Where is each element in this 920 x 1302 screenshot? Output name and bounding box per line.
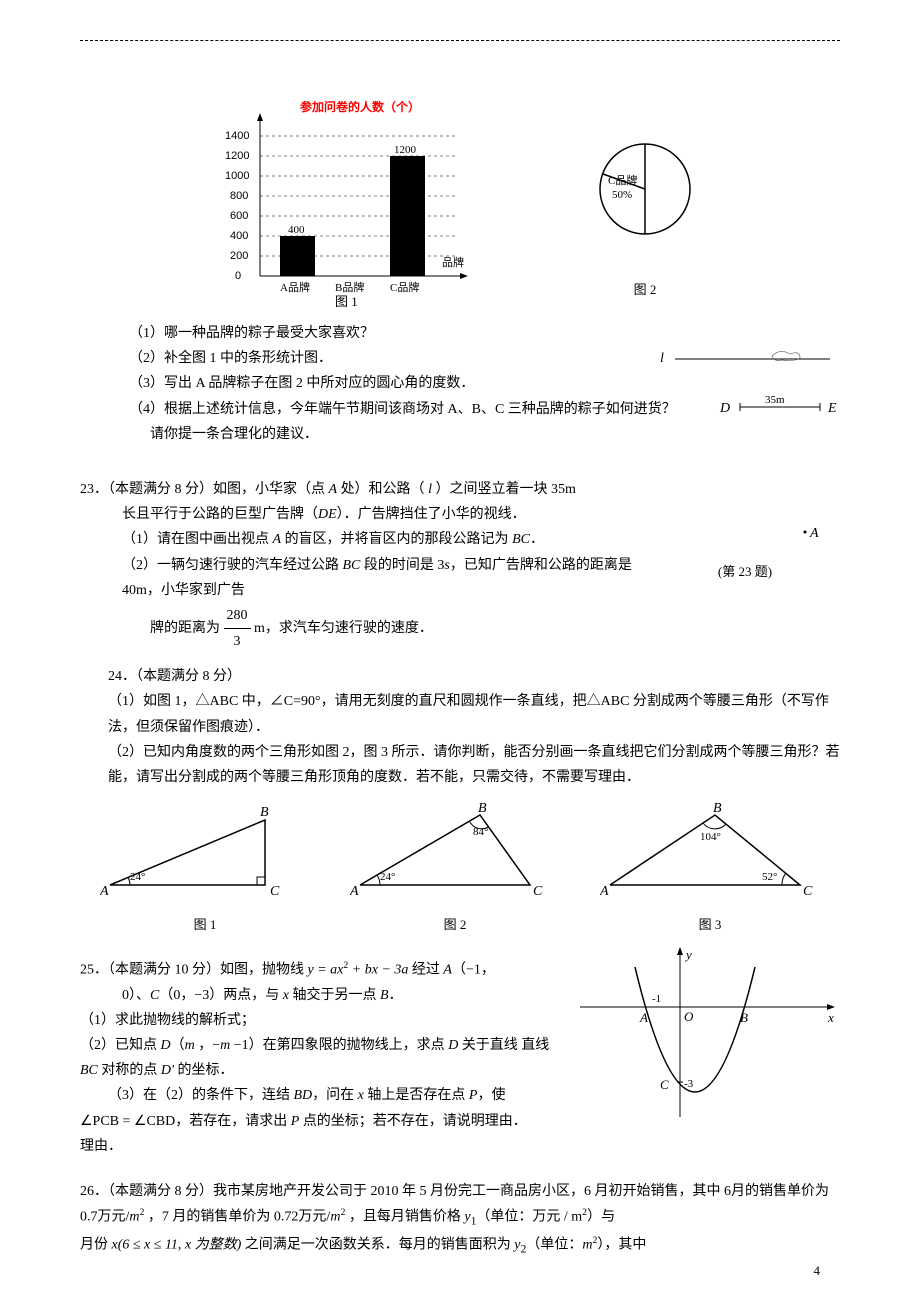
svg-text:l: l xyxy=(660,351,664,366)
svg-text:D: D xyxy=(719,401,730,416)
svg-text:104°: 104° xyxy=(700,831,721,843)
bar-a xyxy=(280,236,315,276)
pie-chart: C品牌 50% 图 2 xyxy=(580,134,710,301)
q24: 24．（本题满分 8 分） （1）如图 1，△ABC 中，∠C=90°，请用无刻… xyxy=(80,664,840,790)
charts-row: 参加问卷的人数（个） 0 200 400 600 800 1000 1200 xyxy=(80,101,840,301)
bar-chart: 参加问卷的人数（个） 0 200 400 600 800 1000 1200 xyxy=(210,101,480,301)
header-divider xyxy=(80,40,840,41)
q23-svg: l D 35m E A xyxy=(650,347,840,557)
svg-text:A: A xyxy=(350,884,359,899)
svg-text:C品牌: C品牌 xyxy=(608,173,637,187)
svg-text:x: x xyxy=(827,1010,834,1025)
q22-sub1: （1）哪一种品牌的粽子最受大家喜欢？ xyxy=(80,321,840,346)
svg-text:1200: 1200 xyxy=(394,144,417,156)
svg-text:B: B xyxy=(478,801,487,816)
svg-text:35m: 35m xyxy=(765,394,785,406)
svg-text:-3: -3 xyxy=(684,1078,694,1090)
svg-text:E: E xyxy=(827,401,837,416)
svg-text:A: A xyxy=(639,1010,648,1025)
q26: 26．（本题满分 8 分）我市某房地产开发公司于 2010 年 5 月份完工一商… xyxy=(80,1179,840,1259)
q24-header: 24．（本题满分 8 分） xyxy=(108,664,840,689)
svg-text:B: B xyxy=(740,1010,748,1025)
svg-text:52°: 52° xyxy=(762,871,777,883)
svg-text:A品牌: A品牌 xyxy=(280,280,310,294)
pie-caption: 图 2 xyxy=(580,278,710,301)
svg-text:图 1: 图 1 xyxy=(335,294,358,309)
triangle-1: A B C 24° 图 1 xyxy=(100,800,310,937)
q23-figure: l D 35m E A (第 23 题) xyxy=(650,347,840,584)
q24-triangles: A B C 24° 图 1 A B C 24° 84° 图 2 A B C 10… xyxy=(80,800,840,937)
svg-text:-1: -1 xyxy=(652,993,661,1005)
svg-text:600: 600 xyxy=(230,210,248,222)
svg-text:品牌: 品牌 xyxy=(442,255,464,269)
svg-text:24°: 24° xyxy=(130,871,145,883)
svg-text:C: C xyxy=(533,884,543,899)
svg-text:800: 800 xyxy=(230,190,248,202)
svg-text:24°: 24° xyxy=(380,871,395,883)
triangle-3: A B C 104° 52° 图 3 xyxy=(600,800,820,937)
svg-text:O: O xyxy=(684,1009,694,1024)
page-number: 4 xyxy=(814,1259,821,1282)
q25-figure: y x O A -1 B C -3 xyxy=(580,947,840,1134)
svg-text:A: A xyxy=(600,884,609,899)
triangle-2: A B C 24° 84° 图 2 xyxy=(350,800,560,937)
svg-text:A: A xyxy=(100,884,109,899)
svg-text:1000: 1000 xyxy=(225,170,249,182)
svg-text:B: B xyxy=(260,805,269,820)
svg-text:B: B xyxy=(713,801,722,816)
svg-text:C: C xyxy=(803,884,813,899)
svg-text:1200: 1200 xyxy=(225,150,249,162)
svg-text:50%: 50% xyxy=(612,189,632,201)
svg-text:400: 400 xyxy=(288,224,305,236)
svg-text:B品牌: B品牌 xyxy=(335,280,364,294)
bar-chart-title: 参加问卷的人数（个） xyxy=(300,101,420,114)
q24-sub2: （2）已知内角度数的两个三角形如图 2，图 3 所示．请你判断，能否分别画一条直… xyxy=(108,740,840,790)
pie-chart-svg: C品牌 50% xyxy=(580,134,710,264)
svg-text:1400: 1400 xyxy=(225,130,249,142)
svg-text:C: C xyxy=(270,884,280,899)
bar-c xyxy=(390,156,425,276)
svg-text:400: 400 xyxy=(230,230,248,242)
svg-text:C品牌: C品牌 xyxy=(390,280,419,294)
svg-text:y: y xyxy=(684,947,692,962)
svg-text:84°: 84° xyxy=(473,826,488,838)
bar-chart-svg: 参加问卷的人数（个） 0 200 400 600 800 1000 1200 xyxy=(210,101,480,311)
svg-text:C: C xyxy=(660,1077,669,1092)
svg-text:0: 0 xyxy=(235,270,241,282)
q23-caption: (第 23 题) xyxy=(650,560,840,583)
q24-sub1: （1）如图 1，△ABC 中，∠C=90°，请用无刻度的直尺和圆规作一条直线，把… xyxy=(108,689,840,739)
svg-text:A: A xyxy=(809,526,819,541)
svg-text:200: 200 xyxy=(230,250,248,262)
